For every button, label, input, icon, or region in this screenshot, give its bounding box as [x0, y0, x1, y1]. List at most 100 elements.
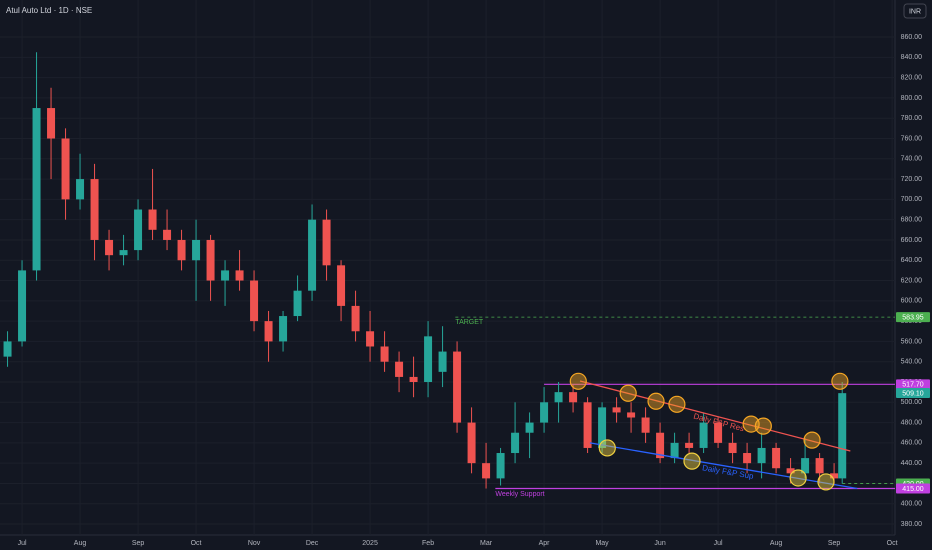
candle-body	[264, 321, 273, 342]
candle-body	[134, 209, 143, 251]
x-tick-label: May	[595, 540, 609, 547]
candle-body	[279, 316, 288, 342]
x-tick-label: Oct	[191, 540, 202, 547]
x-tick-label: Dec	[306, 540, 319, 547]
y-tick-label: 680.00	[901, 217, 923, 224]
candle-body	[699, 422, 708, 448]
y-tick-label: 560.00	[901, 338, 923, 345]
candle-body	[18, 270, 27, 342]
x-tick-label: Aug	[770, 540, 783, 547]
price-tag-label: 509.10	[902, 390, 924, 397]
candle-body	[221, 270, 230, 281]
y-tick-label: 480.00	[901, 419, 923, 426]
candle-body	[76, 179, 85, 200]
candle-body	[395, 361, 404, 377]
marker	[831, 372, 849, 390]
candle-body	[148, 209, 157, 230]
candle-body	[206, 239, 215, 281]
y-tick-label: 640.00	[901, 257, 923, 264]
x-tick-label: Oct	[887, 540, 898, 547]
candle-body	[105, 239, 114, 256]
x-tick-label: Mar	[480, 540, 493, 547]
marker	[668, 395, 686, 413]
x-tick-label: Apr	[539, 540, 551, 547]
candle-body	[612, 407, 621, 413]
candle-body	[235, 270, 244, 281]
candle-body	[293, 290, 302, 317]
y-tick-label: 460.00	[901, 440, 923, 447]
marker	[619, 384, 637, 402]
candle-body	[119, 250, 128, 256]
candle-body	[569, 392, 578, 403]
candle-body	[47, 108, 56, 139]
marker	[598, 439, 616, 457]
price-tag-label: 583.95	[902, 314, 924, 321]
y-tick-label: 740.00	[901, 156, 923, 163]
candle-body	[351, 305, 360, 332]
currency-label[interactable]: INR	[909, 8, 921, 15]
candle-body	[366, 331, 375, 347]
currency-button[interactable]	[903, 3, 927, 19]
marker	[789, 469, 807, 487]
price-tag	[896, 312, 930, 323]
y-tick-label: 720.00	[901, 176, 923, 183]
marker	[754, 417, 772, 435]
annotation: Weekly Support	[495, 491, 544, 498]
candle-body	[583, 402, 592, 448]
y-tick-label: 700.00	[901, 196, 923, 203]
candle-body	[670, 442, 679, 459]
candle-body	[728, 442, 737, 454]
price-tag-label: 415.00	[902, 486, 924, 493]
marker	[683, 452, 701, 470]
x-tick-label: Jul	[714, 540, 723, 547]
candle-body	[250, 280, 259, 322]
y-tick-label: 620.00	[901, 277, 923, 284]
candle-body	[525, 422, 534, 433]
price-tag	[896, 483, 930, 494]
x-tick-label: Sep	[828, 540, 841, 547]
price-tag	[896, 388, 930, 399]
candle-body	[627, 412, 636, 418]
y-tick-label: 540.00	[901, 359, 923, 366]
candle-body	[482, 463, 491, 479]
candle-body	[714, 422, 723, 443]
candle-body	[641, 417, 650, 433]
candle-body	[598, 407, 607, 448]
candle-body	[3, 341, 12, 357]
y-tick-label: 500.00	[901, 399, 923, 406]
candle-body	[337, 265, 346, 306]
price-tag-label: 517.70	[902, 382, 924, 389]
x-tick-label: Aug	[74, 540, 87, 547]
candle-body	[192, 239, 201, 261]
candle-body	[743, 453, 752, 464]
candle-body	[308, 219, 317, 291]
y-tick-label: 440.00	[901, 460, 923, 467]
trendline	[589, 442, 858, 490]
marker	[803, 431, 821, 449]
candle-body	[177, 239, 186, 261]
candle-body	[322, 219, 331, 266]
marker	[569, 372, 587, 390]
y-tick-label: 820.00	[901, 74, 923, 81]
x-tick-label: Jun	[654, 540, 665, 547]
marker	[817, 473, 835, 491]
candle-body	[511, 432, 520, 454]
candle-body	[757, 447, 766, 464]
candle-body	[554, 392, 563, 403]
candle-body	[467, 422, 476, 464]
candle-body	[772, 447, 781, 469]
candle-body	[61, 138, 70, 200]
candle-body	[786, 468, 795, 474]
candle-body	[815, 458, 824, 474]
candle-body	[32, 108, 41, 271]
x-tick-label: Nov	[248, 540, 261, 547]
y-tick-label: 760.00	[901, 135, 923, 142]
annotation: TARGET	[455, 319, 484, 326]
candle-body	[438, 351, 447, 372]
x-tick-label: Jul	[18, 540, 27, 547]
x-tick-label: 2025	[362, 540, 378, 547]
trendline	[579, 380, 851, 452]
candle-body	[685, 442, 694, 448]
y-tick-label: 800.00	[901, 95, 923, 102]
